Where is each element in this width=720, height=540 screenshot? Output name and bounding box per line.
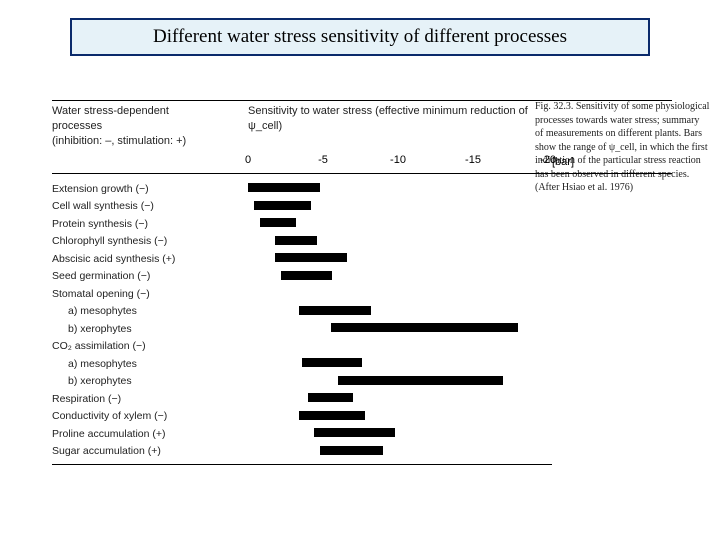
table-row: Proline accumulation (+): [52, 425, 672, 443]
process-label: Stomatal opening (−): [52, 288, 248, 300]
range-bar: [275, 253, 347, 262]
table-row: b) xerophytes: [52, 373, 672, 391]
table-row: Protein synthesis (−): [52, 215, 672, 233]
title-banner: Different water stress sensitivity of di…: [70, 18, 650, 56]
range-bar: [331, 323, 519, 332]
process-label: Cell wall synthesis (−): [52, 200, 248, 212]
table-row: Chlorophyll synthesis (−): [52, 233, 672, 251]
bar-area: [248, 320, 548, 338]
table-row: Seed germination (−): [52, 268, 672, 286]
x-axis: 0-5-10-15-20 [bar]: [52, 156, 672, 174]
table-row: a) mesophytes: [52, 303, 672, 321]
process-label: Seed germination (−): [52, 270, 248, 282]
range-bar: [302, 358, 362, 367]
axis-tick-label: 0: [245, 154, 251, 166]
range-bar: [308, 393, 353, 402]
process-label: Respiration (−): [52, 393, 248, 405]
range-bar: [254, 201, 311, 210]
process-label: Sugar accumulation (+): [52, 445, 248, 457]
bar-area: [248, 250, 548, 268]
bar-area: [248, 390, 548, 408]
bar-area: [248, 180, 548, 198]
table-row: b) xerophytes: [52, 320, 672, 338]
bar-area: [248, 408, 548, 426]
range-bar: [338, 376, 503, 385]
chart-rows: Extension growth (−) Cell wall synthesis …: [52, 174, 672, 460]
table-row: a) mesophytes: [52, 355, 672, 373]
table-row: Respiration (−): [52, 390, 672, 408]
range-bar: [248, 183, 320, 192]
bar-area: [248, 285, 548, 303]
axis-tick-label: -10: [390, 154, 406, 166]
process-label: Proline accumulation (+): [52, 428, 248, 440]
axis-spacer: [52, 156, 248, 173]
bar-area: [248, 303, 548, 321]
bar-area: [248, 338, 548, 356]
bar-area: [248, 443, 548, 461]
range-bar: [299, 306, 371, 315]
page-title: Different water stress sensitivity of di…: [153, 26, 567, 48]
process-label: a) mesophytes: [52, 358, 248, 370]
header-left: Water stress-dependent processes (inhibi…: [52, 101, 248, 156]
process-label: Conductivity of xylem (−): [52, 410, 248, 422]
process-label: Protein synthesis (−): [52, 218, 248, 230]
header-left-line: processes: [52, 119, 248, 134]
process-label: b) xerophytes: [52, 375, 248, 387]
process-label: Extension growth (−): [52, 183, 248, 195]
process-label: Chlorophyll synthesis (−): [52, 235, 248, 247]
process-label: b) xerophytes: [52, 323, 248, 335]
process-label: CO₂ assimilation (−): [52, 340, 248, 352]
bar-area: [248, 425, 548, 443]
header-left-line: (inhibition: –, stimulation: +): [52, 134, 248, 149]
axis-tick-label: -15: [465, 154, 481, 166]
axis-tick-label: -20: [540, 154, 556, 166]
range-bar: [314, 428, 395, 437]
bar-area: [248, 268, 548, 286]
bar-area: [248, 233, 548, 251]
range-bar: [320, 446, 383, 455]
bar-area: [248, 355, 548, 373]
table-row: Extension growth (−): [52, 180, 672, 198]
axis-ticks: 0-5-10-15-20: [248, 156, 548, 173]
range-bar: [260, 218, 296, 227]
bar-area: [248, 198, 548, 216]
range-bar: [299, 411, 365, 420]
bottom-rule: [52, 464, 552, 465]
process-label: a) mesophytes: [52, 305, 248, 317]
table-row: Sugar accumulation (+): [52, 443, 672, 461]
sensitivity-chart: Water stress-dependent processes (inhibi…: [52, 100, 672, 460]
header-right-line: Sensitivity to water stress: [248, 105, 372, 117]
table-row: CO₂ assimilation (−): [52, 338, 672, 356]
chart-header: Water stress-dependent processes (inhibi…: [52, 100, 672, 156]
process-label: Abscisic acid synthesis (+): [52, 253, 248, 265]
header-left-line: Water stress-dependent: [52, 104, 248, 119]
header-right: Sensitivity to water stress (effective m…: [248, 101, 548, 156]
axis-tick-label: -5: [318, 154, 328, 166]
bar-area: [248, 373, 548, 391]
range-bar: [281, 271, 332, 280]
table-row: Stomatal opening (−): [52, 285, 672, 303]
table-row: Conductivity of xylem (−): [52, 408, 672, 426]
table-row: Cell wall synthesis (−): [52, 198, 672, 216]
bar-area: [248, 215, 548, 233]
table-row: Abscisic acid synthesis (+): [52, 250, 672, 268]
range-bar: [275, 236, 317, 245]
